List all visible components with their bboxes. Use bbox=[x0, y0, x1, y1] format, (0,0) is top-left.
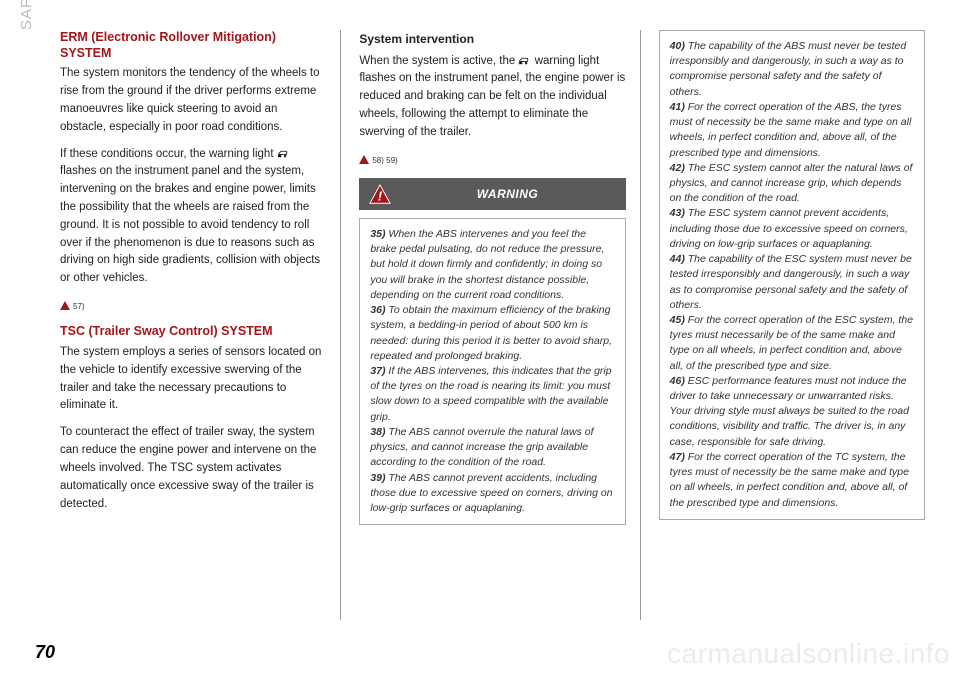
note-45-num: 45) bbox=[670, 314, 685, 326]
note-46-num: 46) bbox=[670, 375, 685, 387]
note-39-text: The ABS cannot prevent accidents, includ… bbox=[370, 472, 612, 514]
note-36-num: 36) bbox=[370, 304, 385, 316]
note-37-num: 37) bbox=[370, 365, 385, 377]
note-41-num: 41) bbox=[670, 101, 685, 113]
note-35-text: When the ABS intervenes and you feel the… bbox=[370, 228, 604, 301]
manual-page: SAFETY ERM (Electronic Rollover Mitigati… bbox=[0, 0, 960, 678]
notice-box-col3: 40) The capability of the ABS must never… bbox=[659, 30, 925, 520]
car-skid-icon bbox=[277, 147, 290, 158]
note-46-text: ESC performance features must not induce… bbox=[670, 375, 909, 448]
note-42-num: 42) bbox=[670, 162, 685, 174]
content-columns: ERM (Electronic Rollover Mitigation) SYS… bbox=[60, 30, 925, 620]
note-43-num: 43) bbox=[670, 207, 685, 219]
ref-57-text: 57) bbox=[73, 302, 85, 311]
note-42-text: The ESC system cannot alter the natural … bbox=[670, 162, 913, 204]
system-intervention-heading: System intervention bbox=[359, 30, 625, 49]
page-number: 70 bbox=[35, 642, 55, 663]
column-1: ERM (Electronic Rollover Mitigation) SYS… bbox=[60, 30, 341, 620]
notice-box-col2: 35) When the ABS intervenes and you feel… bbox=[359, 218, 625, 525]
section-label: SAFETY bbox=[18, 0, 35, 30]
warning-bar: ! WARNING bbox=[359, 178, 625, 210]
erm-p2b: flashes on the instrument panel and the … bbox=[60, 165, 320, 284]
warning-triangle-icon: ! bbox=[369, 184, 391, 204]
system-intervention-para: When the system is active, the warning l… bbox=[359, 53, 625, 142]
note-43-text: The ESC system cannot prevent accidents,… bbox=[670, 207, 908, 249]
si-p1a: When the system is active, the bbox=[359, 55, 518, 67]
erm-p2a: If these conditions occur, the warning l… bbox=[60, 148, 277, 160]
note-41-text: For the correct operation of the ABS, th… bbox=[670, 101, 912, 159]
note-38-text: The ABS cannot overrule the natural laws… bbox=[370, 426, 593, 468]
erm-para-2: If these conditions occur, the warning l… bbox=[60, 146, 326, 289]
note-44-text: The capability of the ESC system must ne… bbox=[670, 253, 912, 311]
note-45-text: For the correct operation of the ESC sys… bbox=[670, 314, 913, 372]
note-40-num: 40) bbox=[670, 40, 685, 52]
note-38-num: 38) bbox=[370, 426, 385, 438]
note-39-num: 39) bbox=[370, 472, 385, 484]
ref-58-59: 58) 59) bbox=[359, 155, 625, 168]
si-p1b: warning light flashes on the instrument … bbox=[359, 55, 625, 138]
note-47-num: 47) bbox=[670, 451, 685, 463]
erm-para-1: The system monitors the tendency of the … bbox=[60, 65, 326, 136]
warning-triangle-icon bbox=[60, 301, 70, 314]
tsc-para-2: To counteract the effect of trailer sway… bbox=[60, 424, 326, 513]
tsc-heading: TSC (Trailer Sway Control) SYSTEM bbox=[60, 324, 326, 340]
svg-text:!: ! bbox=[378, 189, 383, 204]
warning-label: WARNING bbox=[399, 185, 615, 204]
note-35-num: 35) bbox=[370, 228, 385, 240]
warning-triangle-icon bbox=[359, 155, 369, 168]
erm-heading: ERM (Electronic Rollover Mitigation) SYS… bbox=[60, 30, 326, 61]
watermark: carmanualsonline.info bbox=[667, 638, 950, 670]
note-47-text: For the correct operation of the TC syst… bbox=[670, 451, 909, 509]
car-skid-icon bbox=[518, 54, 531, 65]
ref-57: 57) bbox=[60, 301, 326, 314]
note-40-text: The capability of the ABS must never be … bbox=[670, 40, 907, 98]
tsc-para-1: The system employs a series of sensors l… bbox=[60, 344, 326, 415]
note-37-text: If the ABS intervenes, this indicates th… bbox=[370, 365, 611, 423]
column-3: 40) The capability of the ABS must never… bbox=[659, 30, 925, 620]
note-44-num: 44) bbox=[670, 253, 685, 265]
ref-58-59-text: 58) 59) bbox=[372, 156, 397, 165]
note-36-text: To obtain the maximum efficiency of the … bbox=[370, 304, 612, 362]
column-2: System intervention When the system is a… bbox=[359, 30, 640, 620]
